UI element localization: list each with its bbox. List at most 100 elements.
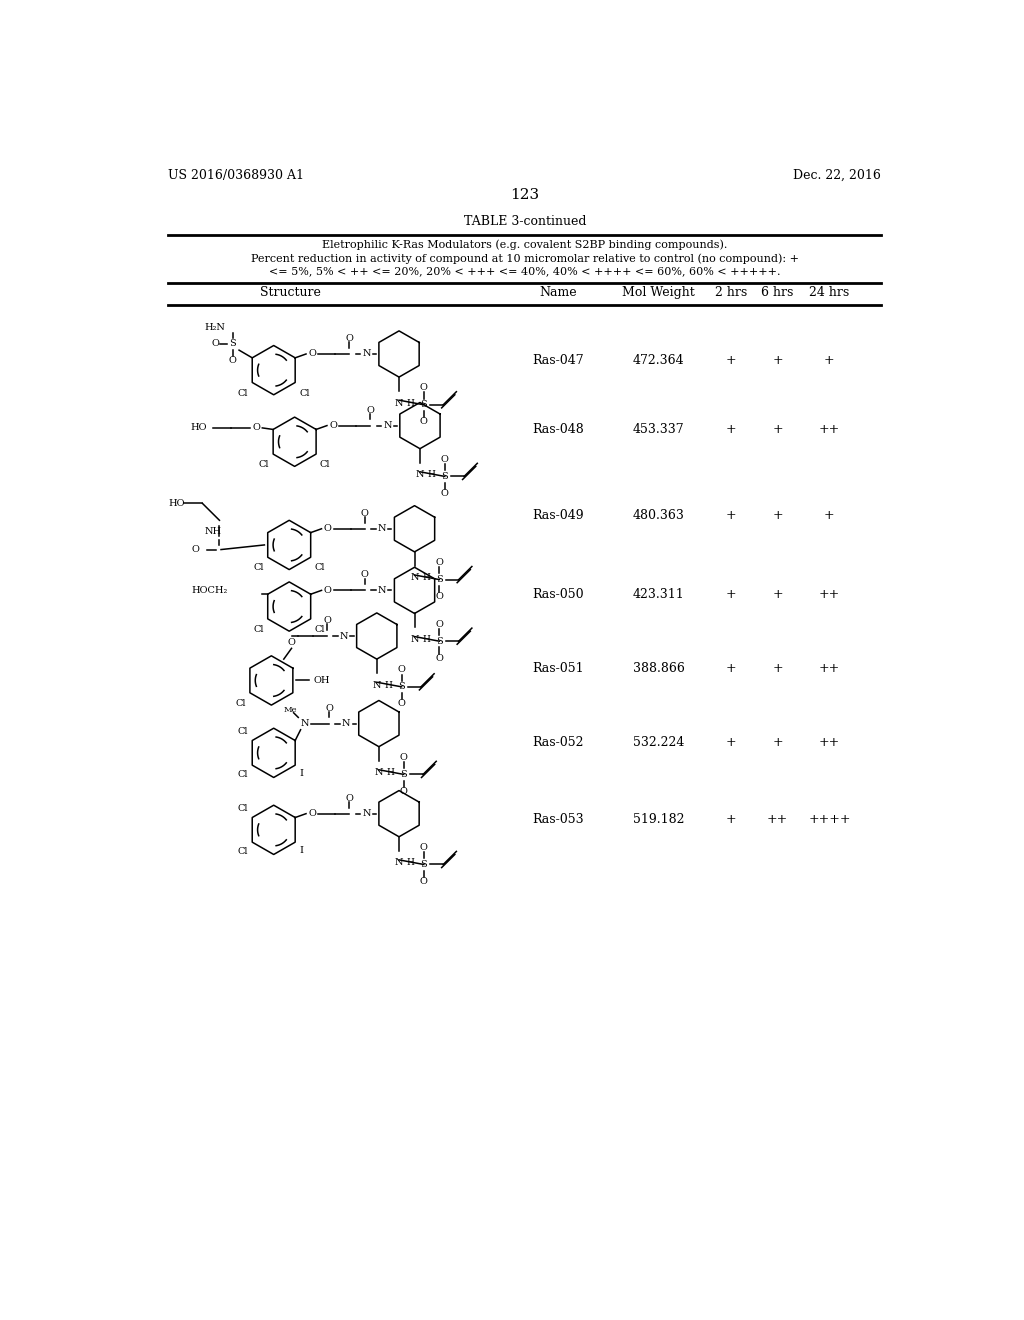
Text: Cl: Cl xyxy=(238,388,249,397)
Text: O: O xyxy=(361,510,369,517)
Text: ++: ++ xyxy=(767,813,788,825)
Text: ++: ++ xyxy=(819,735,840,748)
Text: O: O xyxy=(229,356,237,366)
Text: +: + xyxy=(824,510,835,523)
Text: 472.364: 472.364 xyxy=(633,354,685,367)
Text: 2 hrs: 2 hrs xyxy=(715,286,748,298)
Text: S: S xyxy=(229,339,237,348)
Text: N: N xyxy=(411,635,419,644)
Text: +: + xyxy=(772,510,782,523)
Text: HOCH₂: HOCH₂ xyxy=(191,586,227,595)
Text: NH: NH xyxy=(205,528,222,536)
Text: Cl: Cl xyxy=(236,700,246,708)
Text: HO: HO xyxy=(168,499,184,508)
Text: TABLE 3-continued: TABLE 3-continued xyxy=(464,215,586,228)
Text: N: N xyxy=(373,681,381,689)
Text: Cl: Cl xyxy=(238,727,248,737)
Text: +: + xyxy=(772,587,782,601)
Text: N: N xyxy=(416,470,424,479)
Text: O: O xyxy=(324,616,331,626)
Text: Ras-048: Ras-048 xyxy=(532,422,584,436)
Text: N: N xyxy=(340,631,348,640)
Text: Eletrophilic K-Ras Modulators (e.g. covalent S2BP binding compounds).: Eletrophilic K-Ras Modulators (e.g. cova… xyxy=(323,239,727,249)
Text: N: N xyxy=(395,399,403,408)
Text: O: O xyxy=(399,787,408,796)
Text: Cl: Cl xyxy=(238,770,248,779)
Text: O: O xyxy=(324,586,332,595)
Text: +: + xyxy=(726,422,736,436)
Text: O: O xyxy=(435,558,443,568)
Text: S: S xyxy=(421,400,427,409)
Text: 519.182: 519.182 xyxy=(633,813,685,825)
Text: O: O xyxy=(345,334,353,343)
Text: O: O xyxy=(435,653,443,663)
Text: O: O xyxy=(420,383,428,392)
Text: O: O xyxy=(308,809,316,818)
Text: O: O xyxy=(397,700,406,709)
Text: O: O xyxy=(252,424,260,433)
Text: Ras-050: Ras-050 xyxy=(532,587,584,601)
Text: 24 hrs: 24 hrs xyxy=(809,286,850,298)
Text: HO: HO xyxy=(190,424,207,433)
Text: +: + xyxy=(726,587,736,601)
Text: I: I xyxy=(299,846,303,855)
Text: +: + xyxy=(824,354,835,367)
Text: 453.337: 453.337 xyxy=(633,422,685,436)
Text: Cl: Cl xyxy=(259,461,269,469)
Text: O: O xyxy=(345,793,353,803)
Text: O: O xyxy=(212,339,220,348)
Text: O: O xyxy=(191,545,200,554)
Text: +: + xyxy=(726,813,736,825)
Text: N: N xyxy=(362,350,371,359)
Text: H: H xyxy=(422,635,430,644)
Text: +: + xyxy=(726,354,736,367)
Text: 388.866: 388.866 xyxy=(633,661,685,675)
Text: O: O xyxy=(435,593,443,601)
Text: H₂N: H₂N xyxy=(204,322,225,331)
Text: OH: OH xyxy=(313,676,330,685)
Text: Cl: Cl xyxy=(314,626,325,634)
Text: O: O xyxy=(326,704,333,713)
Text: N: N xyxy=(378,524,386,533)
Text: Cl: Cl xyxy=(314,564,325,573)
Text: ++: ++ xyxy=(819,587,840,601)
Text: ++: ++ xyxy=(819,661,840,675)
Text: +: + xyxy=(772,661,782,675)
Text: O: O xyxy=(308,350,316,359)
Text: Percent reduction in activity of compound at 10 micromolar relative to control (: Percent reduction in activity of compoun… xyxy=(251,253,799,264)
Text: H: H xyxy=(387,768,394,777)
Text: US 2016/0368930 A1: US 2016/0368930 A1 xyxy=(168,169,304,182)
Text: Cl: Cl xyxy=(238,847,248,855)
Text: Ras-047: Ras-047 xyxy=(532,354,584,367)
Text: Me: Me xyxy=(284,706,297,714)
Text: S: S xyxy=(436,576,442,583)
Text: ++++: ++++ xyxy=(808,813,851,825)
Text: Name: Name xyxy=(540,286,577,298)
Text: S: S xyxy=(400,770,408,779)
Text: O: O xyxy=(420,876,428,886)
Text: S: S xyxy=(436,636,442,645)
Text: O: O xyxy=(367,405,375,414)
Text: O: O xyxy=(288,638,296,647)
Text: +: + xyxy=(772,422,782,436)
Text: Cl: Cl xyxy=(253,564,264,573)
Text: +: + xyxy=(772,735,782,748)
Text: N: N xyxy=(383,421,391,430)
Text: H: H xyxy=(385,681,392,689)
Text: 423.311: 423.311 xyxy=(633,587,685,601)
Text: Cl: Cl xyxy=(253,626,264,634)
Text: N: N xyxy=(375,768,383,777)
Text: N: N xyxy=(342,719,350,729)
Text: +: + xyxy=(726,735,736,748)
Text: H: H xyxy=(407,858,415,867)
Text: Cl: Cl xyxy=(319,461,331,469)
Text: O: O xyxy=(435,620,443,628)
Text: N: N xyxy=(411,573,419,582)
Text: +: + xyxy=(772,354,782,367)
Text: H: H xyxy=(428,470,435,479)
Text: Ras-051: Ras-051 xyxy=(532,661,584,675)
Text: O: O xyxy=(399,752,408,762)
Text: O: O xyxy=(324,524,332,533)
Text: Cl: Cl xyxy=(299,388,309,397)
Text: N: N xyxy=(362,809,371,818)
